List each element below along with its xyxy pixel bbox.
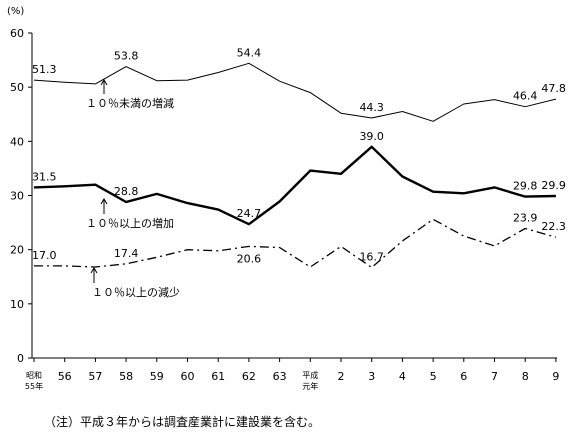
x-tick-label: 7 (491, 370, 498, 383)
data-label: 28.8 (114, 185, 139, 198)
x-tick-label: 55年 (25, 381, 43, 391)
x-tick-label: 5 (430, 370, 437, 383)
series-line-3 (34, 218, 557, 269)
data-label: 53.8 (114, 50, 139, 63)
series-line-1 (33, 62, 557, 122)
series-line-2 (33, 145, 556, 226)
x-tick-label: 62 (242, 370, 256, 383)
data-label: 17.0 (32, 249, 57, 262)
data-label: 46.4 (513, 90, 538, 103)
data-label: 29.8 (513, 180, 538, 193)
data-label: 23.9 (513, 212, 538, 225)
data-label: 44.3 (359, 101, 384, 114)
data-label: 31.5 (32, 170, 57, 183)
x-tick-label: 2 (338, 370, 345, 383)
x-tick-label: 6 (460, 370, 467, 383)
y-tick-label: 0 (17, 352, 24, 365)
x-tick-label: 平成 (302, 370, 318, 380)
footnote: （注）平成３年からは調査産業計に建設業を含む。 (44, 415, 321, 429)
data-label: 20.6 (237, 252, 262, 265)
data-label: 22.3 (541, 220, 566, 233)
data-label: 54.4 (237, 46, 262, 59)
data-label: 51.3 (32, 63, 57, 76)
y-tick-label: 40 (10, 135, 24, 148)
data-label: 29.9 (541, 179, 566, 192)
y-tick-label: 50 (10, 81, 24, 94)
y-tick-label: 20 (10, 244, 24, 257)
y-tick-label: 60 (10, 27, 24, 40)
annotation-arrowhead (100, 198, 108, 205)
x-tick-label: 9 (552, 370, 559, 383)
x-tick-label: 63 (273, 370, 287, 383)
x-tick-label: 元年 (302, 381, 318, 391)
series-annotation: １０％以上の増加 (86, 217, 174, 230)
x-tick-label: 60 (181, 370, 195, 383)
data-label: 24.7 (237, 207, 262, 220)
x-tick-label: 4 (399, 370, 406, 383)
y-tick-label: 10 (10, 298, 24, 311)
annotation-arrowhead (100, 79, 108, 86)
x-tick-label: 61 (211, 370, 225, 383)
x-tick-label: 59 (150, 370, 164, 383)
data-label: 17.4 (114, 247, 139, 260)
data-label: 47.8 (541, 82, 566, 95)
x-tick-label: 8 (522, 370, 529, 383)
annotation-arrowhead (90, 267, 98, 274)
x-tick-label: 3 (368, 370, 375, 383)
y-axis-unit: (%) (7, 6, 24, 17)
x-tick-label: 58 (119, 370, 133, 383)
y-tick-label: 30 (10, 190, 24, 203)
series-annotation: １０％未満の増減 (86, 96, 174, 110)
data-label: 16.7 (359, 251, 384, 264)
data-label: 39.0 (359, 130, 384, 143)
x-tick-label: 56 (58, 370, 72, 383)
series-annotation: １０％以上の減少 (92, 285, 180, 299)
x-tick-label: 57 (88, 370, 102, 383)
x-tick-label: 昭和 (26, 371, 42, 380)
